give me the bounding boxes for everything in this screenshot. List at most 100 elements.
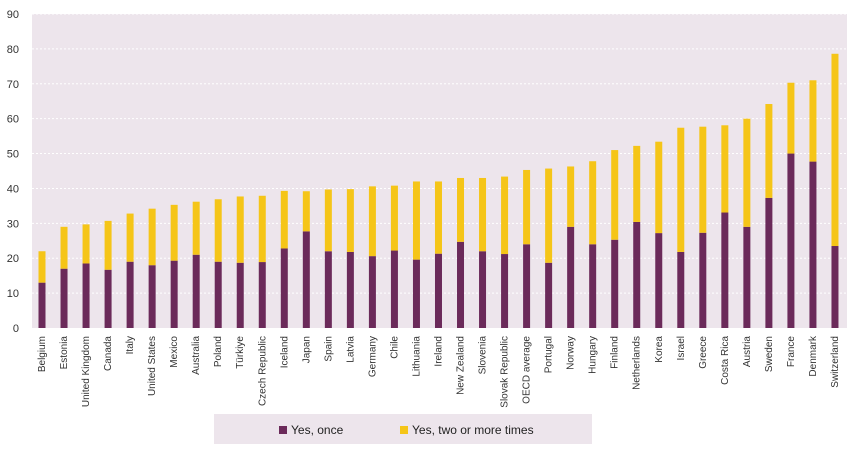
y-tick-label: 70 [7,79,19,91]
bar-segment-two-or-more [38,251,46,283]
bar-segment-two-or-more [214,199,222,262]
bar-segment-two-or-more [126,213,134,262]
bar-segment-two-or-more [677,127,685,252]
bar-segment-once [721,212,729,328]
bar-segment-two-or-more [236,196,244,263]
legend-swatch-once [279,426,287,434]
y-tick-label: 20 [7,253,19,265]
bar-segment-once [831,246,839,328]
bar-segment-once [148,265,156,328]
bar-segment-once [412,259,420,328]
bar-segment-once [655,233,663,328]
x-tick-label: Sweden [764,336,775,372]
bar-segment-two-or-more [655,141,663,234]
x-tick-label: Latvia [345,336,356,363]
y-tick-label: 90 [7,9,19,21]
y-tick-label: 30 [7,218,19,230]
bar-segment-two-or-more [743,118,751,227]
y-tick-label: 10 [7,288,19,300]
x-axis-labels: Belgium Estonia United Kingdom Canada Italy U… [37,335,841,408]
bar-segment-once [82,263,90,328]
bar-segment-two-or-more [633,145,641,222]
bar-segment-once [324,251,332,328]
x-tick-label: Israel [676,336,687,360]
bar-segment-two-or-more [434,181,442,254]
legend-item-once: Yes, once [279,423,343,437]
bar-segment-two-or-more [699,126,707,233]
bar-segment-two-or-more [148,208,156,266]
x-tick-label: New Zealand [456,336,467,395]
y-tick-label: 40 [7,183,19,195]
bar-segment-once [479,251,487,328]
bar-segment-once [170,260,178,328]
bar-segment-two-or-more [192,201,200,255]
bar-segment-two-or-more [787,82,795,154]
bar-segment-once [523,244,531,328]
y-tick-label: 60 [7,114,19,126]
x-tick-label: Greece [698,336,709,369]
bar-segment-once [765,197,773,328]
bar-segment-two-or-more [809,80,817,162]
bar-segment-once [589,244,597,328]
bar-segment-once [633,221,641,328]
x-tick-label: Iceland [279,336,290,368]
bar-segment-once [60,268,68,328]
x-tick-label: Türkiye [235,336,246,369]
x-tick-label: Slovak Republic [500,336,511,408]
x-tick-label: Germany [367,336,378,377]
legend-label-once: Yes, once [291,423,344,437]
bar-segment-once [214,261,222,328]
legend: Yes, once Yes, two or more times [214,414,592,444]
x-tick-label: Belgium [37,336,48,372]
x-tick-label: Denmark [808,335,819,377]
x-tick-label: United States [147,336,158,396]
bar-segment-once [567,226,575,328]
bar-segment-two-or-more [82,224,90,264]
bar-segment-two-or-more [501,176,509,255]
x-tick-label: Netherlands [632,336,643,390]
x-tick-label: Mexico [169,336,180,368]
y-tick-label: 50 [7,149,19,161]
x-tick-label: Portugal [544,336,555,373]
bar-segment-once [501,254,509,328]
x-tick-label: Australia [191,336,202,375]
bar-segment-once [787,153,795,328]
bar-segment-two-or-more [324,189,332,252]
bar-segment-two-or-more [457,177,465,242]
bar-segment-once [346,251,354,328]
x-tick-label: France [786,336,797,368]
bar-segment-once [236,262,244,328]
y-tick-label: 80 [7,44,19,56]
bar-segment-two-or-more [280,190,288,249]
legend-label-two-or-more: Yes, two or more times [412,423,534,437]
bar-segment-once [611,239,619,328]
bar-segment-two-or-more [346,189,354,252]
x-tick-label: OECD average [522,336,533,404]
x-tick-label: Ireland [433,336,444,367]
x-tick-label: Spain [323,336,334,362]
bar-segment-once [743,226,751,328]
x-tick-label: Czech Republic [257,336,268,406]
bar-segment-once [434,253,442,328]
bars [38,53,839,328]
bar-segment-two-or-more [611,150,619,240]
bar-segment-once [545,262,553,328]
x-tick-label: Finland [610,336,621,369]
bar-segment-two-or-more [258,195,266,263]
x-tick-label: Austria [742,336,753,368]
x-tick-label: Chile [389,336,400,359]
bar-segment-once [104,269,112,328]
bar-segment-once [699,232,707,328]
bar-segment-two-or-more [523,169,531,245]
bar-segment-two-or-more [170,204,178,261]
x-tick-label: Costa Rica [720,336,731,385]
bar-segment-once [368,256,376,328]
bar-segment-once [192,254,200,328]
bar-segment-two-or-more [104,220,112,270]
y-axis-ticks: 0 10 20 30 40 50 60 70 80 90 [7,9,19,335]
x-tick-label: Canada [103,336,114,371]
x-tick-label: Slovenia [478,336,489,375]
bar-segment-two-or-more [412,181,420,260]
bar-segment-two-or-more [479,177,487,252]
legend-item-two-or-more: Yes, two or more times [400,423,534,437]
